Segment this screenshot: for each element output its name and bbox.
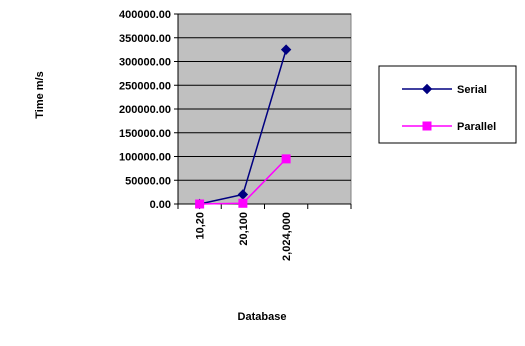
legend-marker-parallel xyxy=(422,121,432,131)
y-tick-label: 350000.00 xyxy=(119,33,171,45)
x-tick-label: 2,024,000 xyxy=(281,212,293,261)
y-tick-label: 300000.00 xyxy=(119,57,171,69)
x-axis-title: Database xyxy=(238,311,287,323)
x-tick-label: 10,20 xyxy=(195,212,207,240)
data-point-serial xyxy=(280,44,292,55)
data-point-parallel xyxy=(238,198,248,208)
legend: Serial Parallel xyxy=(378,65,517,144)
data-point-parallel xyxy=(281,154,291,164)
y-tick-label: 50000.00 xyxy=(125,175,171,187)
y-tick-label: 200000.00 xyxy=(119,104,171,116)
y-tick-label: 250000.00 xyxy=(119,80,171,92)
y-tick-label: 150000.00 xyxy=(119,128,171,140)
x-tick-label: 20,100 xyxy=(238,212,250,246)
series-lines xyxy=(194,44,292,210)
data-point-parallel xyxy=(195,199,205,209)
y-tick-label: 0.00 xyxy=(150,199,171,211)
y-axis-title: Time m/s xyxy=(34,71,46,119)
legend-label-serial: Serial xyxy=(457,84,487,96)
legend-box xyxy=(378,65,517,144)
y-axis-ticks: 0.00 50000.00 100000.00 150000.00 200000.00 2… xyxy=(119,9,178,211)
y-tick-label: 100000.00 xyxy=(119,152,171,164)
legend-label-parallel: Parallel xyxy=(457,121,496,133)
x-axis-ticks: 10,20 20,100 2,024,000 xyxy=(177,204,352,261)
legend-marker-serial xyxy=(421,83,433,95)
y-tick-label: 400000.00 xyxy=(119,9,171,21)
